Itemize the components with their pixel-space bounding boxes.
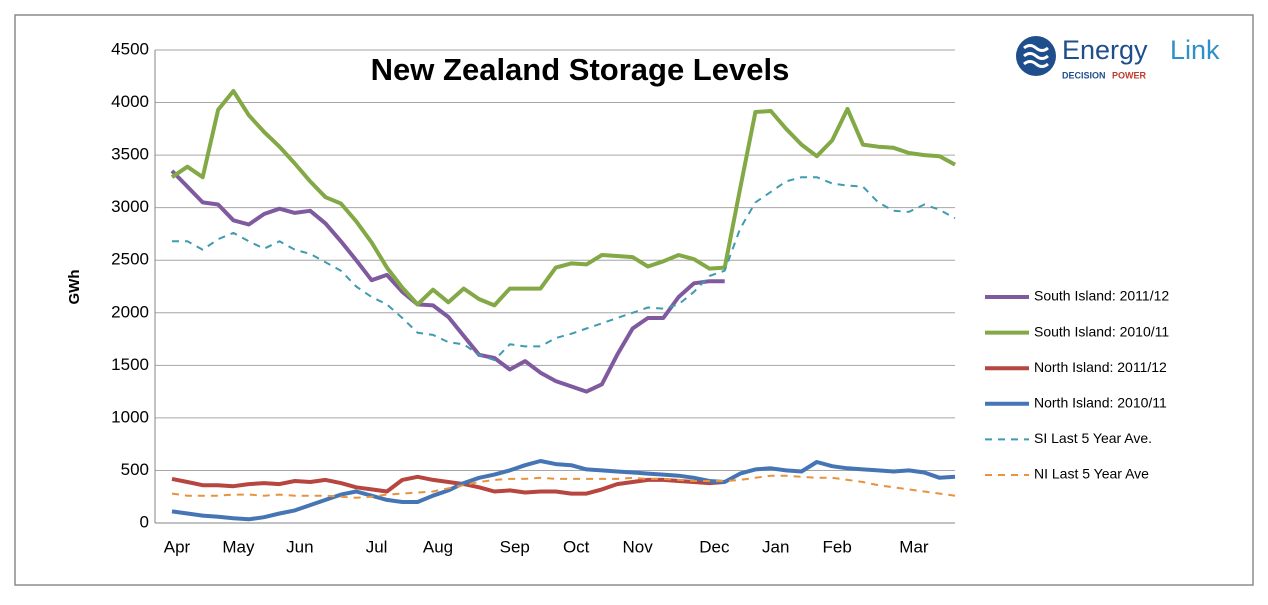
y-tick-label: 4500	[111, 39, 149, 58]
x-tick-label: Jan	[762, 537, 789, 556]
chart-title: New Zealand Storage Levels	[371, 52, 790, 87]
x-tick-label: Dec	[699, 537, 730, 556]
x-tick-label: Mar	[899, 537, 929, 556]
logo-tagline: POWER	[1112, 70, 1147, 80]
y-tick-label: 1000	[111, 407, 149, 426]
x-tick-label: Apr	[164, 537, 191, 556]
legend-label: North Island: 2011/12	[1034, 359, 1167, 375]
y-tick-label: 2000	[111, 302, 149, 321]
x-tick-label: Aug	[423, 537, 453, 556]
legend-label: South Island: 2011/12	[1034, 288, 1169, 304]
y-axis-label: GWh	[66, 270, 83, 305]
logo-word: Link	[1170, 35, 1220, 65]
legend-label: SI Last 5 Year Ave.	[1034, 430, 1152, 446]
logo: Energy Link DECISION POWER	[1016, 35, 1220, 80]
y-tick-label: 3000	[111, 197, 149, 216]
logo-tagline: DECISION	[1062, 70, 1106, 80]
series-line	[172, 176, 956, 362]
y-tick-label: 1500	[111, 355, 149, 374]
x-tick-label: Jul	[366, 537, 388, 556]
x-tick-label: Nov	[622, 537, 653, 556]
series-line	[170, 89, 956, 308]
x-tick-label: Oct	[563, 537, 590, 556]
chart-border	[14, 14, 1254, 586]
series-line	[171, 474, 725, 496]
series-line	[171, 474, 956, 499]
legend-label: North Island: 2010/11	[1034, 395, 1167, 411]
y-tick-label: 4000	[111, 92, 149, 111]
x-tick-label: May	[222, 537, 255, 556]
y-tick-label: 3500	[111, 145, 149, 164]
series-line	[171, 459, 956, 522]
y-tick-label: 2500	[111, 250, 149, 269]
x-tick-label: Sep	[500, 537, 530, 556]
logo-word: Energy	[1062, 35, 1148, 65]
legend-label: South Island: 2010/11	[1034, 323, 1169, 339]
logo-waves	[1023, 44, 1049, 68]
x-tick-label: Jun	[286, 537, 313, 556]
series-line	[170, 169, 725, 394]
y-tick-label: 500	[121, 460, 149, 479]
x-tick-label: Feb	[823, 537, 852, 556]
y-tick-label: 0	[140, 512, 149, 531]
legend-label: NI Last 5 Year Ave	[1034, 466, 1149, 482]
